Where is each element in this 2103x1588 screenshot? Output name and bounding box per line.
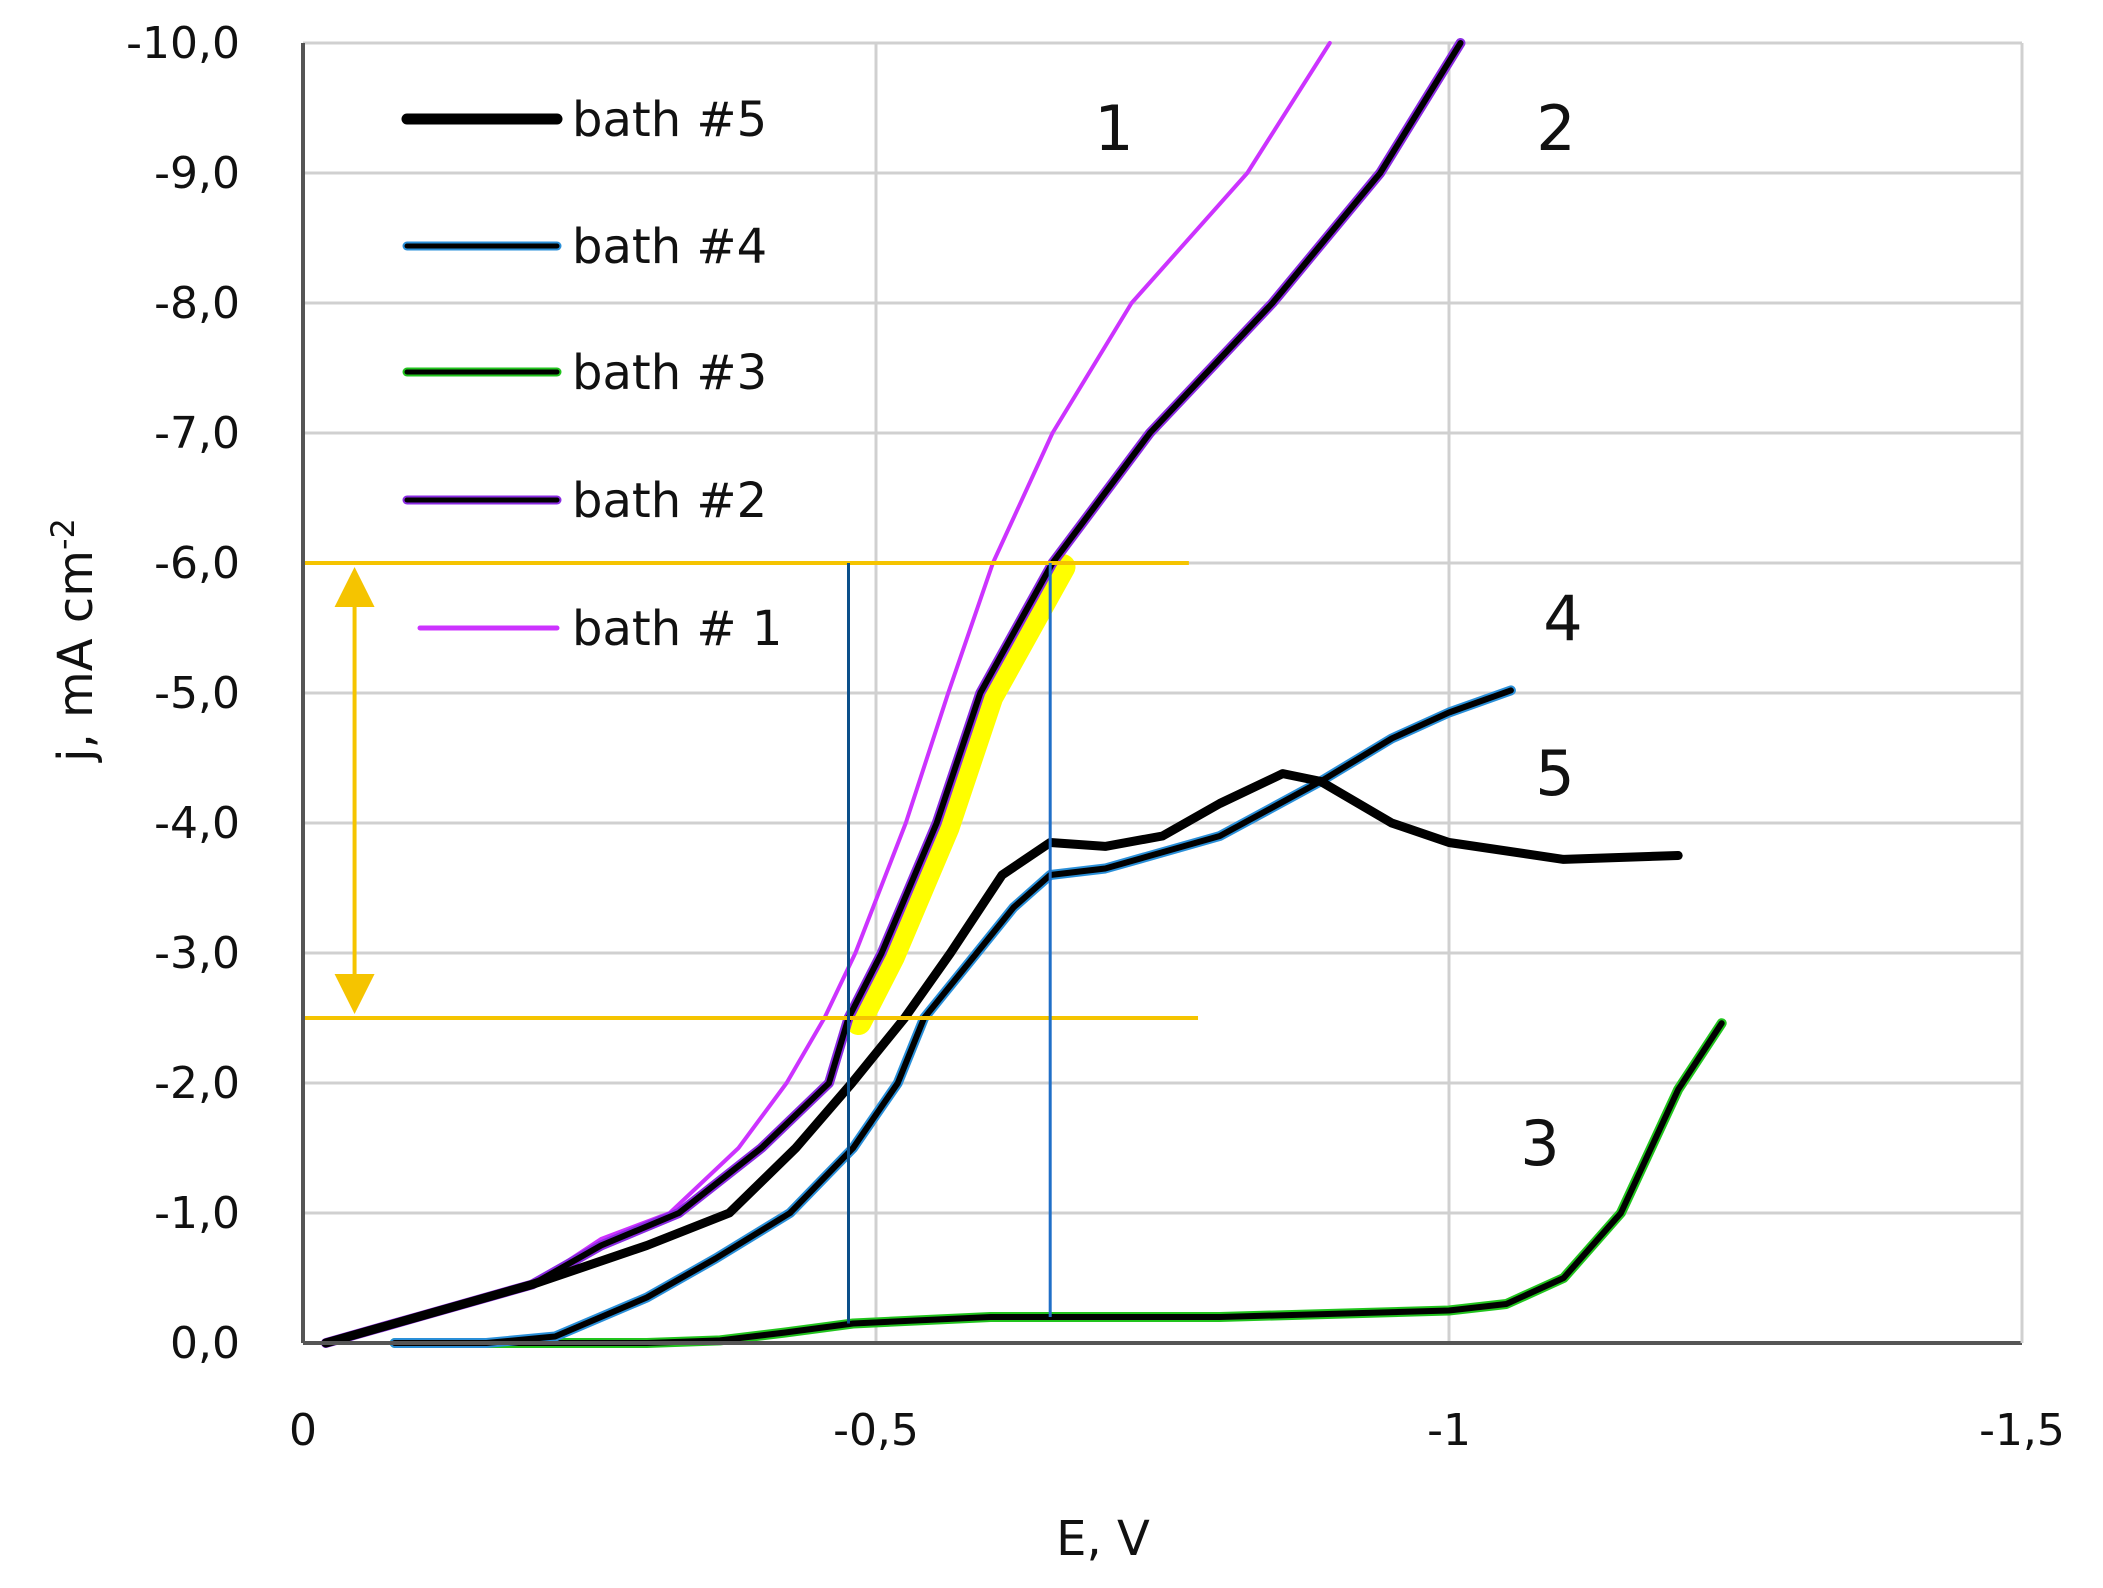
y-tick-label: -9,0 [154,148,240,199]
grid-lines [303,41,2024,1343]
x-tick-label: -1 [1427,1405,1471,1456]
curve-label-5: 5 [1535,737,1574,810]
legend-label: bath #2 [572,473,767,529]
legend-label: bath #3 [572,345,767,401]
y-axis-title: j, mA cm-2 [44,518,104,763]
curve-3 [391,1020,1725,1346]
y-tick-label: -8,0 [154,278,240,329]
y-tick-label: -2,0 [154,1058,240,1109]
curve-4 [391,687,1514,1346]
data-series [320,38,1727,1348]
tick-labels: 0,0 -1,0 -2,0 -3,0 -4,0 -5,0 -6,0 -7,0 -8,0 -9,0 -… [126,18,2065,1456]
legend-item-bath-5: bath #5 [401,92,767,148]
legend: bath #5 bath #4 bath #3 bath #2 bath # 1 [401,92,782,657]
y-tick-label: -7,0 [154,408,240,459]
legend-item-bath-3: bath #3 [402,345,767,401]
arrow-down-icon [334,974,375,1014]
curve-label-2: 2 [1536,92,1575,165]
y-tick-label: -4,0 [154,798,240,849]
y-tick-label: 0,0 [170,1318,240,1369]
axes [301,43,2024,1345]
x-tick-label: -1,5 [1979,1405,2065,1456]
legend-label: bath #4 [572,219,767,275]
y-tick-label: -5,0 [154,668,240,719]
curve-label-3: 3 [1520,1107,1559,1180]
legend-item-bath-4: bath #4 [402,219,767,275]
annotations [303,561,1199,1324]
x-tick-label: -0,5 [833,1405,919,1456]
curve-5 [321,769,1683,1348]
y-tick-label: -6,0 [154,538,240,589]
legend-label: bath # 1 [572,601,782,657]
y-tick-label: -10,0 [126,18,240,69]
curve-2 [322,40,1464,1346]
x-axis-title: E, V [1056,1511,1150,1567]
legend-item-bath-1: bath # 1 [417,601,782,657]
legend-item-bath-2: bath #2 [402,473,767,529]
highlight-region [845,554,1076,1035]
x-tick-label: 0 [289,1405,317,1456]
curve-number-labels: 1 2 3 4 5 [1094,92,1582,1180]
yellow-highlight [845,554,1076,1035]
curve-label-1: 1 [1094,92,1133,165]
curve-label-4: 4 [1543,582,1582,655]
y-tick-label: -1,0 [154,1188,240,1239]
arrow-up-icon [334,567,375,607]
y-tick-label: -3,0 [154,928,240,979]
legend-label: bath #5 [572,92,767,148]
